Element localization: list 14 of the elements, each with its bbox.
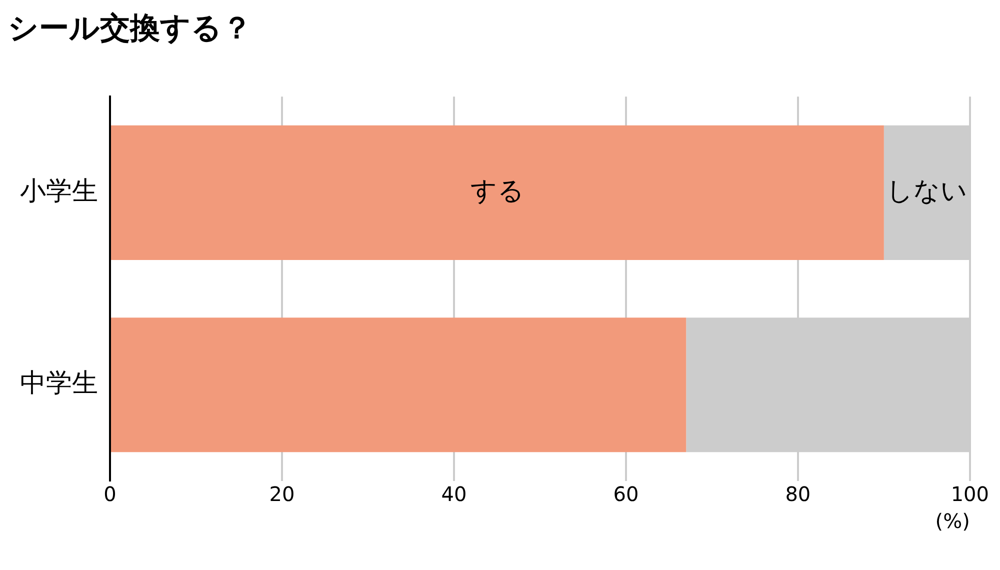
x-axis-title: (%) [935,509,970,534]
chart-title: シール交換する？ [8,10,253,48]
x-tick-label: 40 [441,482,467,506]
x-tick-label: 100 [950,482,990,506]
x-tick-label: 20 [269,482,295,506]
bar [111,318,686,452]
x-tick-label: 60 [613,482,639,506]
x-tick-label: 80 [785,482,811,506]
series-label: する [470,176,524,206]
y-tick-label: 中学生 [20,368,98,399]
y-tick-label: 小学生 [20,176,98,206]
bar [111,125,884,260]
x-tick-label: 0 [104,482,116,506]
series-label: しない [886,176,968,206]
